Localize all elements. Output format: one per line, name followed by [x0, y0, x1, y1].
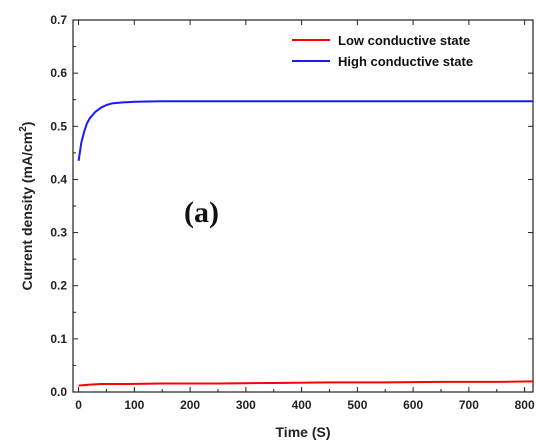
y-tick-label: 0.0 — [50, 385, 67, 399]
series-line-1 — [77, 100, 533, 161]
y-tick-label: 0.2 — [50, 279, 67, 293]
y-tick-label: 0.1 — [50, 332, 67, 346]
x-tick-label: 700 — [459, 398, 479, 412]
legend-label-high: High conductive state — [338, 54, 473, 69]
series-layer — [77, 100, 534, 387]
x-axis-title: Time (S) — [276, 424, 331, 440]
legend-label-low: Low conductive state — [338, 33, 470, 48]
y-tick-label: 0.5 — [50, 119, 67, 133]
x-tick-label: 500 — [347, 398, 367, 412]
series-line-0 — [78, 380, 534, 387]
x-tick-label: 100 — [124, 398, 144, 412]
panel-label: (a) — [184, 196, 219, 229]
x-tick-label: 800 — [515, 398, 535, 412]
y-tick-label: 0.4 — [50, 172, 67, 186]
y-tick-label: 0.6 — [50, 66, 67, 80]
y-axis-title-main: Current density (mA/cm — [19, 132, 35, 291]
y-tick-label: 0.3 — [50, 226, 67, 240]
y-axis-title-sup: 2 — [18, 126, 29, 132]
x-tick-label: 300 — [236, 398, 256, 412]
y-axis-title: Current density (mA/cm2) — [18, 122, 35, 291]
legend: Low conductive state High conductive sta… — [292, 33, 473, 69]
x-tick-label: 200 — [180, 398, 200, 412]
x-tick-labels: 0 100 200 300 400 500 600 700 800 — [75, 398, 535, 412]
y-tick-label: 0.7 — [50, 13, 67, 27]
y-axis-title-end: ) — [19, 122, 35, 127]
x-tick-label: 600 — [403, 398, 423, 412]
x-tick-label: 0 — [75, 398, 82, 412]
y-tick-labels: 0.0 0.1 0.2 0.3 0.4 0.5 0.6 0.7 — [50, 13, 67, 399]
x-tick-label: 400 — [292, 398, 312, 412]
axis-ticks — [73, 19, 533, 393]
plot-frame — [72, 19, 534, 393]
